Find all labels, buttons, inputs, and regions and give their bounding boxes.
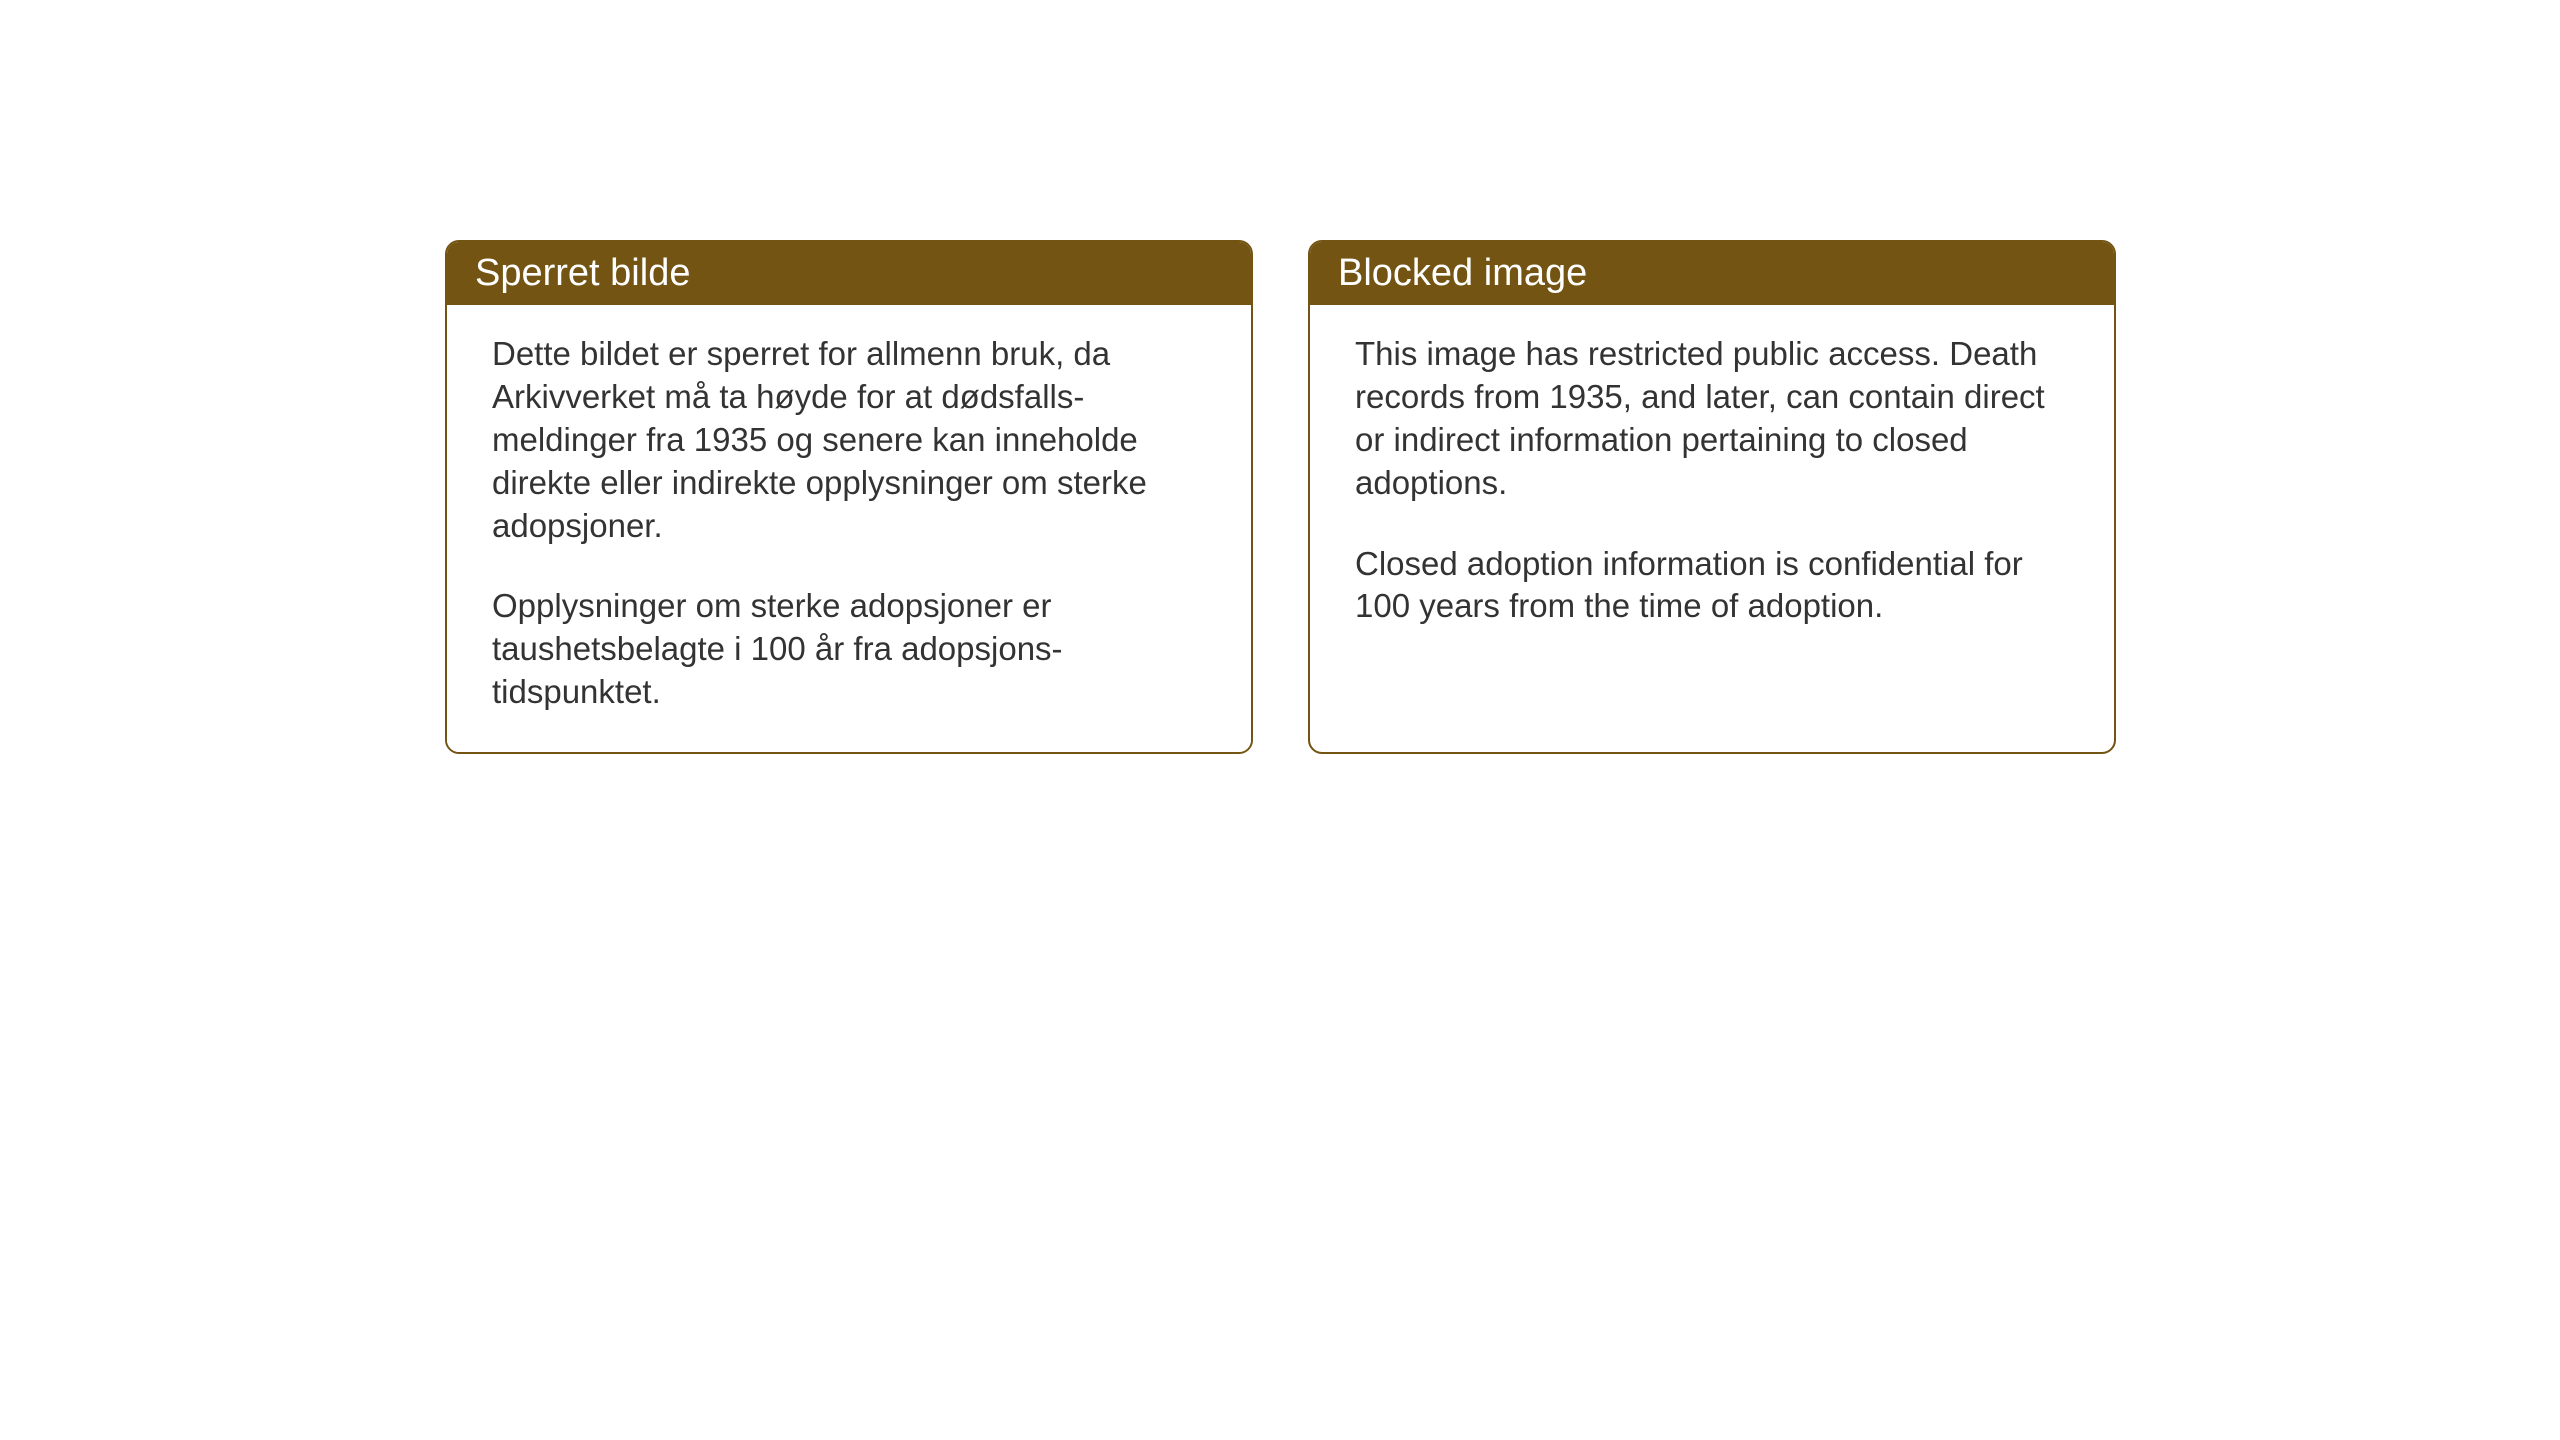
notice-header-english: Blocked image bbox=[1310, 242, 2114, 305]
notice-header-norwegian: Sperret bilde bbox=[447, 242, 1251, 305]
notice-body-english: This image has restricted public access.… bbox=[1310, 305, 2114, 705]
notice-card-english: Blocked image This image has restricted … bbox=[1308, 240, 2116, 754]
notice-title-norwegian: Sperret bilde bbox=[475, 252, 690, 294]
notice-body-norwegian: Dette bildet er sperret for allmenn bruk… bbox=[447, 305, 1251, 752]
notice-paragraph-1-english: This image has restricted public access.… bbox=[1355, 333, 2069, 505]
notice-title-english: Blocked image bbox=[1338, 252, 1587, 294]
notice-paragraph-1-norwegian: Dette bildet er sperret for allmenn bruk… bbox=[492, 333, 1206, 547]
notice-paragraph-2-english: Closed adoption information is confident… bbox=[1355, 543, 2069, 629]
notice-card-norwegian: Sperret bilde Dette bildet er sperret fo… bbox=[445, 240, 1253, 754]
notice-container: Sperret bilde Dette bildet er sperret fo… bbox=[445, 240, 2116, 754]
notice-paragraph-2-norwegian: Opplysninger om sterke adopsjoner er tau… bbox=[492, 585, 1206, 714]
